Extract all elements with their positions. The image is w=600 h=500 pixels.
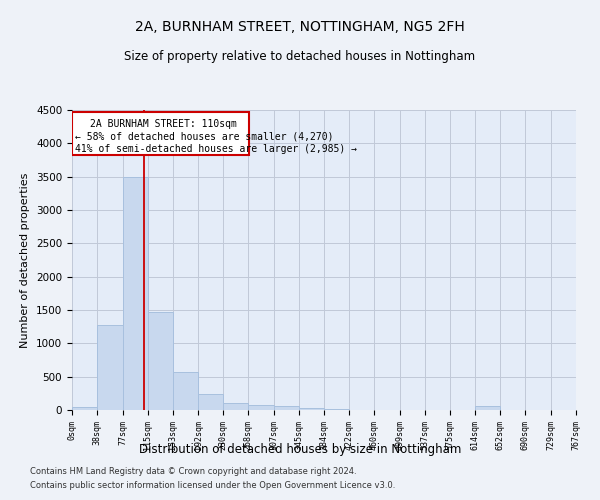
Bar <box>173 372 198 410</box>
Y-axis label: Number of detached properties: Number of detached properties <box>20 172 31 348</box>
Bar <box>248 404 274 410</box>
Bar <box>274 406 299 410</box>
Text: Size of property relative to detached houses in Nottingham: Size of property relative to detached ho… <box>124 50 476 63</box>
Text: 2A BURNHAM STREET: 110sqm: 2A BURNHAM STREET: 110sqm <box>90 120 237 130</box>
Text: Contains public sector information licensed under the Open Government Licence v3: Contains public sector information licen… <box>30 481 395 490</box>
Bar <box>198 394 223 410</box>
Bar <box>72 112 250 154</box>
Bar <box>223 402 248 410</box>
Text: 41% of semi-detached houses are larger (2,985) →: 41% of semi-detached houses are larger (… <box>74 144 356 154</box>
Bar <box>122 176 148 410</box>
Text: 2A, BURNHAM STREET, NOTTINGHAM, NG5 2FH: 2A, BURNHAM STREET, NOTTINGHAM, NG5 2FH <box>135 20 465 34</box>
Bar <box>299 408 325 410</box>
Bar <box>97 326 122 410</box>
Bar <box>72 408 97 410</box>
Text: Distribution of detached houses by size in Nottingham: Distribution of detached houses by size … <box>139 442 461 456</box>
Text: ← 58% of detached houses are smaller (4,270): ← 58% of detached houses are smaller (4,… <box>74 132 333 141</box>
Bar <box>148 312 173 410</box>
Text: Contains HM Land Registry data © Crown copyright and database right 2024.: Contains HM Land Registry data © Crown c… <box>30 467 356 476</box>
Bar <box>475 406 500 410</box>
